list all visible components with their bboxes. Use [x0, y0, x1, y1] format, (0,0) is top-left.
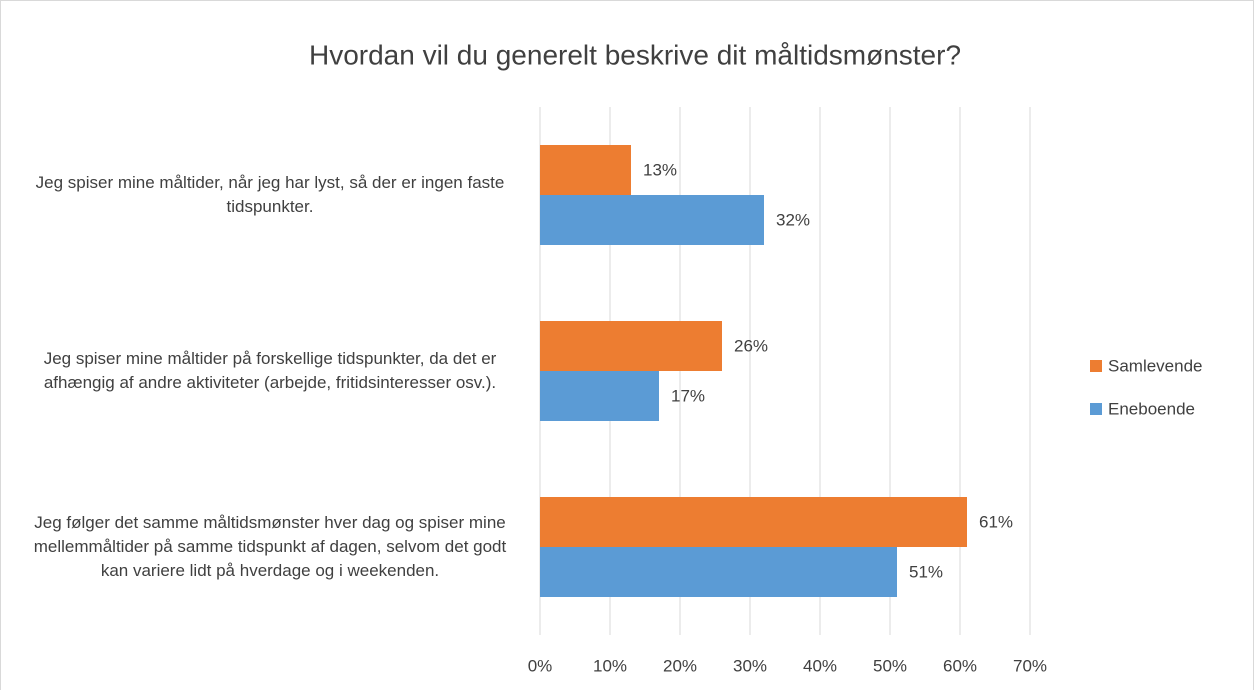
x-tick-label: 60%	[943, 656, 977, 675]
legend-label: Eneboende	[1108, 399, 1195, 418]
x-tick-label: 50%	[873, 656, 907, 675]
category-label: Jeg spiser mine måltider, når jeg har ly…	[35, 173, 505, 216]
legend-swatch	[1090, 403, 1102, 415]
bar	[540, 497, 967, 547]
bar	[540, 145, 631, 195]
x-tick-label: 0%	[528, 656, 553, 675]
value-label: 13%	[643, 160, 677, 179]
value-label: 17%	[671, 386, 705, 405]
x-tick-label: 10%	[593, 656, 627, 675]
x-tick-label: 40%	[803, 656, 837, 675]
value-label: 26%	[734, 336, 768, 355]
legend-swatch	[1090, 360, 1102, 372]
bar	[540, 547, 897, 597]
value-label: 61%	[979, 512, 1013, 531]
chart-title: Hvordan vil du generelt beskrive dit mål…	[309, 39, 961, 70]
bar	[540, 321, 722, 371]
bar	[540, 195, 764, 245]
category-label: Jeg følger det samme måltidsmønster hver…	[33, 513, 507, 580]
x-tick-label: 20%	[663, 656, 697, 675]
x-tick-label: 70%	[1013, 656, 1047, 675]
category-label: Jeg spiser mine måltider på forskellige …	[43, 349, 497, 392]
x-tick-label: 30%	[733, 656, 767, 675]
value-label: 51%	[909, 562, 943, 581]
legend-label: Samlevende	[1108, 356, 1203, 375]
value-label: 32%	[776, 210, 810, 229]
bar	[540, 371, 659, 421]
